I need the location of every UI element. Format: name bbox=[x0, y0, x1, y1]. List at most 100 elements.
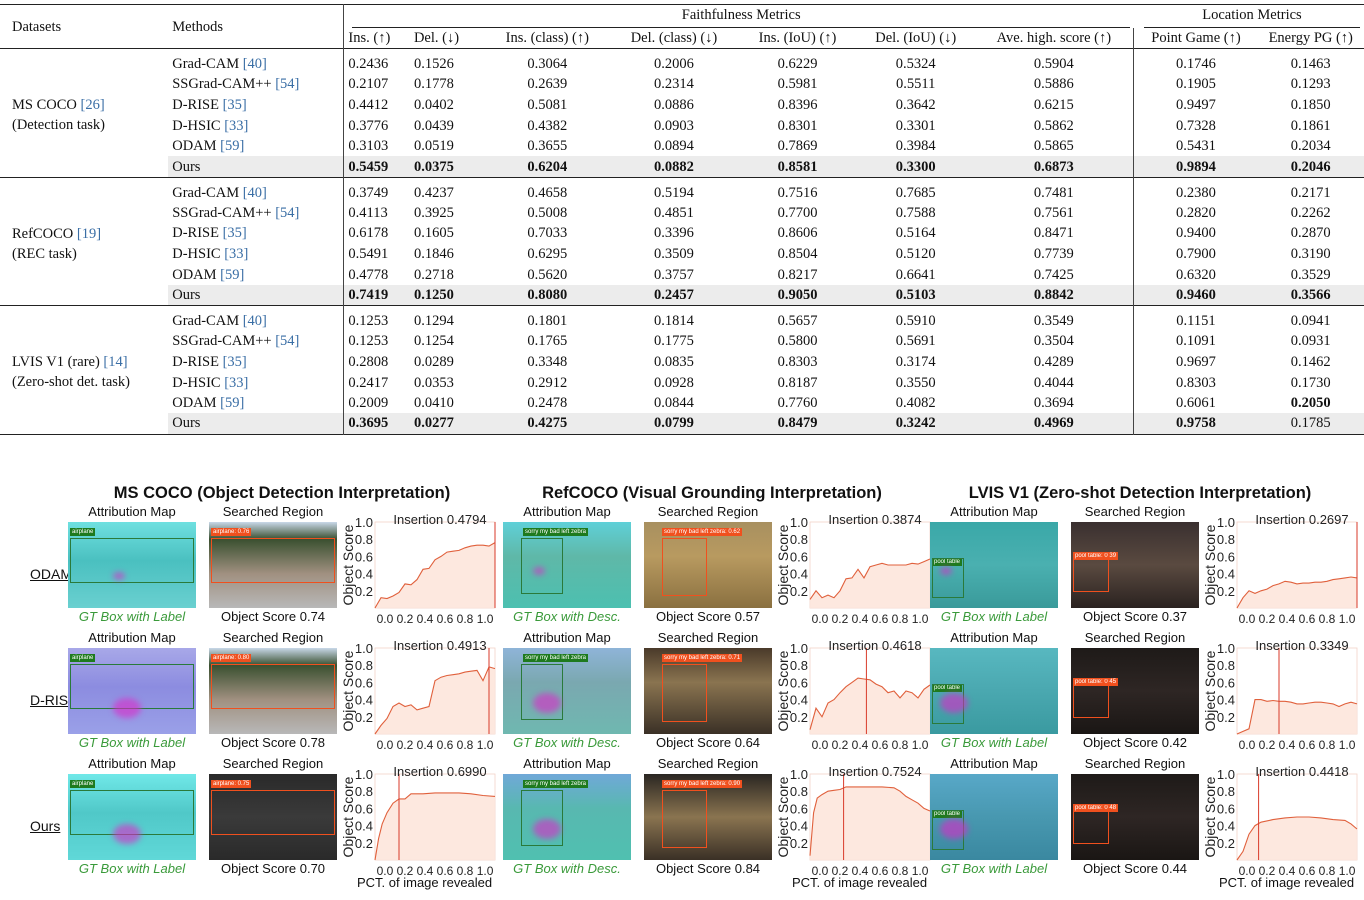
metric-value: 0.6295 bbox=[527, 246, 568, 263]
metric-value: 0.1091 bbox=[1133, 331, 1258, 352]
method-cell: Ours bbox=[168, 284, 344, 306]
metric-value: 0.2046 bbox=[1257, 156, 1364, 178]
metric-value: 0.0835 bbox=[654, 353, 694, 370]
method-cell: D-HSIC [33] bbox=[168, 244, 344, 265]
header-col-0: Ins. (↑) bbox=[343, 28, 410, 49]
metric-value: 0.6215 bbox=[1033, 96, 1074, 113]
method-citation[interactable]: [33] bbox=[224, 117, 249, 134]
svg-text:1.0: 1.0 bbox=[355, 641, 373, 656]
metric-value: 0.6204 bbox=[484, 156, 611, 178]
dataset-citation[interactable]: [26] bbox=[80, 97, 105, 114]
insertion-curve-chart: 1.0 0.8 0.6 0.4 0.2 0.0 0.2 0.4 0.6 0.8 1.0 Ob… bbox=[340, 504, 501, 626]
svg-text:0.6: 0.6 bbox=[355, 675, 373, 690]
header-location-group: Location Metrics bbox=[1134, 5, 1364, 28]
detection-tag: pool table: 0.39 bbox=[1073, 552, 1119, 560]
method-citation[interactable]: [54] bbox=[275, 76, 300, 93]
metric-value: 0.5691 bbox=[895, 333, 936, 350]
svg-text:0.0 0.2 0.4 0.6 0.8 1.0: 0.0 0.2 0.4 0.6 0.8 1.0 bbox=[377, 612, 494, 626]
attribution-hotspot bbox=[113, 572, 125, 580]
table-row: SSGrad-CAM++ [54] 0.2107 0.1778 0.2639 0.231… bbox=[0, 74, 1364, 95]
method-citation[interactable]: [40] bbox=[242, 56, 267, 73]
svg-text:1.0: 1.0 bbox=[790, 767, 808, 782]
svg-text:0.2: 0.2 bbox=[355, 836, 373, 851]
dataset-task: (REC task) bbox=[12, 245, 77, 262]
metric-value: 0.3655 bbox=[527, 138, 568, 155]
attribution-map-image: sorry my bad left zebra bbox=[503, 648, 631, 734]
metric-value: 0.5431 bbox=[1133, 135, 1258, 157]
object-score: Object Score 0.70 bbox=[220, 861, 326, 876]
metric-value: 0.0439 bbox=[413, 117, 454, 134]
table-row: D-RISE [35] 0.6178 0.1605 0.7033 0.3396 0.860… bbox=[0, 223, 1364, 244]
svg-text:0.8: 0.8 bbox=[355, 784, 373, 799]
metric-value: 0.7760 bbox=[777, 395, 818, 412]
detection-tag: pool table: 0.48 bbox=[1073, 804, 1119, 812]
metric-value: 0.9460 bbox=[1133, 284, 1258, 306]
metric-value: 0.7685 bbox=[895, 184, 936, 201]
method-citation[interactable]: [54] bbox=[275, 333, 300, 350]
svg-text:0.4: 0.4 bbox=[790, 819, 808, 834]
panel-title: LVIS V1 (Zero-shot Detection Interpretat… bbox=[968, 484, 1312, 502]
dataset-cell: MS COCO [26] (Detection task) bbox=[0, 49, 168, 177]
searched-region-image: sorry my bad left zebra: 0.62 bbox=[644, 522, 772, 608]
svg-text:Insertion 0.4418: Insertion 0.4418 bbox=[1255, 764, 1348, 779]
method-name: Grad-CAM bbox=[172, 56, 243, 73]
attribution-map-caption: Attribution Map bbox=[523, 504, 611, 519]
method-name: ODAM bbox=[172, 266, 221, 283]
method-citation[interactable]: [59] bbox=[220, 395, 245, 412]
metric-value: 0.8479 bbox=[737, 413, 858, 434]
row-label-odam: ODAM bbox=[30, 566, 72, 582]
metric-value: 0.5511 bbox=[896, 76, 936, 93]
svg-text:0.4: 0.4 bbox=[1217, 567, 1235, 582]
svg-text:0.8: 0.8 bbox=[790, 658, 808, 673]
metric-value: 0.1801 bbox=[527, 313, 568, 330]
metric-value: 0.3396 bbox=[654, 225, 694, 242]
detection-tag: airplane: 0.80 bbox=[211, 654, 252, 662]
metric-value: 0.8187 bbox=[777, 374, 818, 391]
metric-value: 0.5120 bbox=[895, 246, 936, 263]
gt-box bbox=[521, 664, 563, 720]
svg-text:0.0 0.2 0.4 0.6 0.8 1.0: 0.0 0.2 0.4 0.6 0.8 1.0 bbox=[1239, 612, 1356, 626]
metric-value: 0.3984 bbox=[895, 138, 936, 155]
attribution-hotspot bbox=[533, 567, 545, 575]
table-row: Ours 0.3695 0.0277 0.4275 0.0799 0.8479 0.3242… bbox=[0, 413, 1364, 434]
searched-region-image: sorry my bad left zebra: 0.71 bbox=[644, 648, 772, 734]
metric-value: 0.3301 bbox=[895, 117, 936, 134]
metric-value: 0.9894 bbox=[1133, 156, 1258, 178]
method-citation[interactable]: [54] bbox=[275, 204, 300, 221]
method-citation[interactable]: [35] bbox=[222, 96, 247, 113]
attribution-map-image: airplane bbox=[68, 774, 196, 860]
method-citation[interactable]: [40] bbox=[242, 184, 267, 201]
method-citation[interactable]: [35] bbox=[222, 225, 247, 242]
method-cell: Ours bbox=[168, 413, 344, 434]
metric-value: 0.1861 bbox=[1290, 117, 1331, 134]
metric-value: 0.1850 bbox=[1290, 96, 1331, 113]
method-citation[interactable]: [59] bbox=[220, 138, 245, 155]
table-row: D-RISE [35] 0.2808 0.0289 0.3348 0.0835 0.830… bbox=[0, 351, 1364, 373]
metric-value: 0.4113 bbox=[343, 202, 410, 224]
metric-value: 0.9758 bbox=[1133, 413, 1258, 434]
method-cell: SSGrad-CAM++ [54] bbox=[168, 331, 344, 352]
dataset-citation[interactable]: [19] bbox=[76, 225, 102, 242]
method-citation[interactable]: [59] bbox=[220, 266, 245, 283]
metric-value: 0.5886 bbox=[1033, 76, 1074, 93]
method-citation[interactable]: [33] bbox=[224, 246, 249, 263]
svg-text:0.4: 0.4 bbox=[1217, 819, 1235, 834]
metric-value: 0.2417 bbox=[343, 372, 410, 393]
metric-value: 0.2436 bbox=[343, 48, 410, 75]
table-row: D-RISE [35] 0.4412 0.0402 0.5081 0.0886 0.839… bbox=[0, 94, 1364, 116]
metric-value: 0.9497 bbox=[1133, 94, 1258, 116]
metric-value: 0.0903 bbox=[654, 117, 694, 134]
metric-value: 0.8303 bbox=[1133, 372, 1258, 393]
header-faithfulness-group: Faithfulness Metrics bbox=[343, 4, 1134, 28]
metric-value: 0.1775 bbox=[654, 333, 694, 350]
attribution-map-image: pool table bbox=[930, 522, 1058, 608]
method-citation[interactable]: [35] bbox=[222, 353, 247, 370]
x-axis-label: PCT. of image revealed bbox=[357, 875, 493, 890]
svg-text:Object Score: Object Score bbox=[1202, 650, 1218, 731]
dataset-citation[interactable]: [14] bbox=[103, 354, 128, 371]
method-citation[interactable]: [33] bbox=[224, 374, 249, 391]
method-citation[interactable]: [40] bbox=[242, 313, 267, 330]
metric-value: 0.2050 bbox=[1290, 395, 1331, 412]
gt-caption: GT Box with Label bbox=[78, 861, 186, 876]
svg-text:0.0 0.2 0.4 0.6 0.8 1.0: 0.0 0.2 0.4 0.6 0.8 1.0 bbox=[377, 864, 494, 878]
